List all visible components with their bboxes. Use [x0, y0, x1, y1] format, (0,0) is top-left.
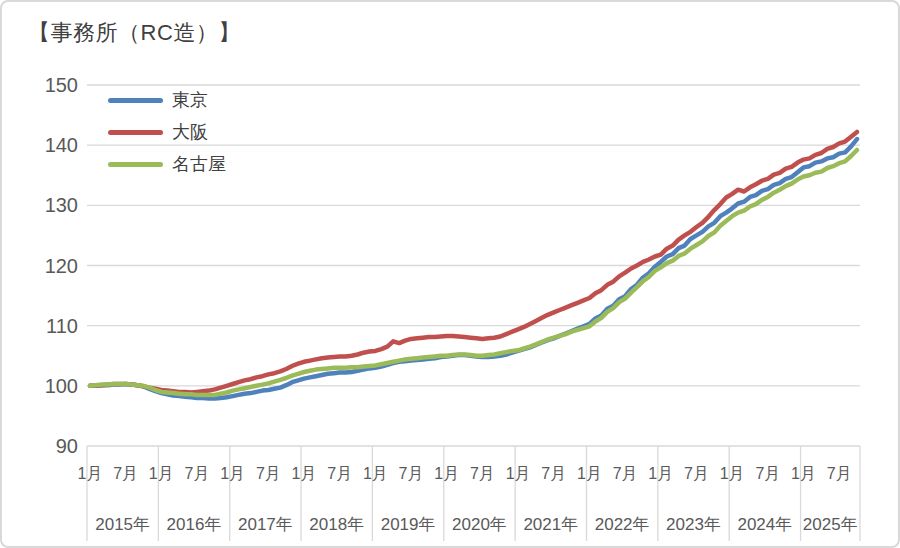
y-axis-tick-label: 130 — [45, 194, 78, 216]
x-axis-month-label: 1月 — [78, 465, 103, 482]
x-axis-year-label: 2020年 — [452, 515, 507, 534]
legend-line-swatch-osaka — [108, 130, 163, 135]
legend-item-tokyo: 東京 — [108, 84, 226, 116]
legend-line-swatch-nagoya — [108, 162, 163, 167]
y-axis-tick-label: 90 — [56, 435, 78, 457]
x-axis-month-label: 1月 — [149, 465, 174, 482]
chart-container: 90 100 110 120 130 140 150 1月 7月 2015年 1月 7月 2016年 1月… — [0, 0, 900, 548]
legend-item-nagoya: 名古屋 — [108, 148, 226, 180]
legend-label-nagoya: 名古屋 — [172, 152, 226, 176]
x-axis-month-label: 7月 — [613, 465, 638, 482]
x-axis-month-label: 1月 — [648, 465, 673, 482]
x-axis-month-label: 7月 — [827, 465, 852, 482]
x-axis-year-label: 2023年 — [666, 515, 721, 534]
x-axis-month-label: 7月 — [684, 465, 709, 482]
legend-item-osaka: 大阪 — [108, 116, 226, 148]
y-axis-tick-label: 110 — [46, 315, 78, 337]
x-axis-year-label: 2015年 — [95, 515, 150, 534]
y-axis-tick-label: 140 — [45, 134, 78, 156]
legend-label-osaka: 大阪 — [172, 120, 208, 144]
x-axis-year-label: 2016年 — [167, 515, 222, 534]
y-axis-tick-label: 120 — [45, 255, 78, 277]
legend-line-swatch-tokyo — [108, 98, 163, 103]
x-axis-month-label: 1月 — [720, 465, 745, 482]
x-axis-year-label: 2024年 — [737, 515, 792, 534]
x-axis-year-label: 2017年 — [238, 515, 293, 534]
x-axis-month-label: 7月 — [470, 465, 495, 482]
y-axis-tick-label: 150 — [45, 74, 78, 96]
legend-label-tokyo: 東京 — [172, 88, 208, 112]
legend: 東京 大阪 名古屋 — [108, 84, 226, 180]
x-axis-year-label: 2019年 — [381, 515, 436, 534]
x-axis-year-label: 2018年 — [309, 515, 364, 534]
x-axis-year-label: 2025年 — [803, 515, 858, 534]
x-axis-month-label: 7月 — [755, 465, 780, 482]
x-axis-month-label: 1月 — [363, 465, 388, 482]
x-axis-month-label: 1月 — [434, 465, 459, 482]
x-axis-month-label: 7月 — [185, 465, 210, 482]
x-axis-month-label: 7月 — [256, 465, 281, 482]
x-axis-month-label: 7月 — [327, 465, 352, 482]
x-axis-month-label: 7月 — [399, 465, 424, 482]
y-axis-tick-label: 100 — [45, 375, 78, 397]
x-axis-year-label: 2022年 — [595, 515, 650, 534]
x-axis-month-label: 1月 — [577, 465, 602, 482]
chart-title: 【事務所（RC造）】 — [28, 18, 241, 48]
x-axis-month-label: 1月 — [292, 465, 317, 482]
x-axis-month-label: 1月 — [506, 465, 531, 482]
x-axis-month-label: 7月 — [541, 465, 566, 482]
x-axis-year-label: 2021年 — [523, 515, 578, 534]
x-axis-month-label: 1月 — [220, 465, 245, 482]
x-axis-month-label: 1月 — [791, 465, 816, 482]
x-axis-month-label: 7月 — [113, 465, 138, 482]
